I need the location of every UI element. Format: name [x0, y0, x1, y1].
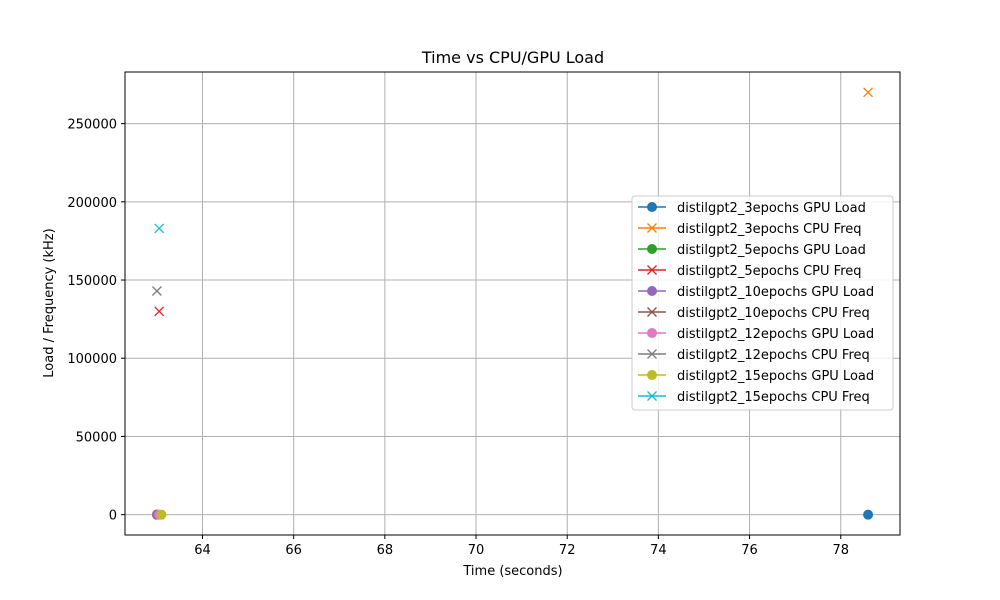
legend-label: distilgpt2_3epochs GPU Load	[677, 201, 866, 216]
legend-marker	[647, 244, 657, 254]
series-8	[156, 509, 167, 520]
series-3	[154, 306, 165, 317]
legend-entry: distilgpt2_3epochs GPU Load	[638, 201, 866, 216]
legend-entry: distilgpt2_10epochs GPU Load	[638, 285, 874, 300]
legend-entry: distilgpt2_5epochs GPU Load	[638, 243, 866, 258]
legend-entry: distilgpt2_10epochs CPU Freq	[638, 306, 870, 321]
y-tick-label: 200000	[67, 196, 117, 211]
x-tick-label: 68	[377, 543, 394, 558]
legend-marker	[647, 391, 657, 401]
data-point	[154, 223, 165, 234]
y-tick-label: 100000	[67, 352, 117, 367]
x-tick-label: 74	[650, 543, 667, 558]
x-tick-label: 64	[194, 543, 211, 558]
legend-entry: distilgpt2_15epochs GPU Load	[638, 369, 874, 384]
y-tick-label: 50000	[76, 430, 117, 445]
legend-label: distilgpt2_12epochs GPU Load	[677, 327, 874, 342]
x-tick-label: 72	[559, 543, 576, 558]
y-tick-label: 0	[109, 509, 117, 524]
chart-title: Time vs CPU/GPU Load	[421, 48, 604, 67]
legend-label: distilgpt2_5epochs GPU Load	[677, 243, 866, 258]
legend: distilgpt2_3epochs GPU Load distilgpt2_3e…	[631, 195, 894, 411]
series-1	[863, 87, 874, 98]
legend-entry: distilgpt2_3epochs CPU Freq	[638, 222, 862, 237]
series-9	[154, 223, 165, 234]
y-tick-label: 150000	[67, 274, 117, 289]
data-point	[154, 306, 165, 317]
legend-label: distilgpt2_15epochs CPU Freq	[677, 390, 870, 405]
legend-label: distilgpt2_12epochs CPU Freq	[677, 348, 870, 363]
x-tick-label: 66	[285, 543, 302, 558]
legend-marker	[647, 349, 657, 359]
legend-label: distilgpt2_10epochs CPU Freq	[677, 306, 870, 321]
data-point	[863, 509, 874, 520]
legend-label: distilgpt2_3epochs CPU Freq	[677, 222, 862, 237]
data-point	[156, 509, 167, 520]
x-tick-label: 70	[468, 543, 485, 558]
legend-box	[631, 195, 894, 411]
legend-entry: distilgpt2_15epochs CPU Freq	[638, 390, 870, 405]
legend-marker	[647, 370, 657, 380]
data-point	[863, 87, 874, 98]
legend-marker	[647, 328, 657, 338]
legend-entry: distilgpt2_12epochs CPU Freq	[638, 348, 870, 363]
legend-marker	[647, 307, 657, 317]
data-point	[151, 286, 162, 296]
x-tick-label: 78	[832, 543, 849, 558]
legend-label: distilgpt2_15epochs GPU Load	[677, 369, 874, 384]
series-7	[151, 286, 162, 296]
x-axis-label: Time (seconds)	[462, 564, 562, 579]
legend-label: distilgpt2_5epochs CPU Freq	[677, 264, 862, 279]
y-tick-label: 250000	[67, 118, 117, 133]
plot-frame	[124, 71, 901, 536]
y-axis-ticks: 0 50000 100000 150000 200000 250000	[67, 118, 125, 524]
legend-label: distilgpt2_10epochs GPU Load	[677, 285, 874, 300]
data-marks	[151, 87, 874, 520]
x-axis-ticks: 64 66 68 70 72 74 76 78	[194, 535, 849, 558]
legend-marker	[647, 223, 657, 233]
legend-marker	[647, 265, 657, 275]
legend-entry: distilgpt2_12epochs GPU Load	[638, 327, 874, 342]
x-tick-label: 76	[741, 543, 758, 558]
legend-marker	[647, 286, 657, 296]
legend-marker	[647, 202, 657, 212]
series-0	[863, 509, 874, 520]
legend-entry: distilgpt2_5epochs CPU Freq	[638, 264, 862, 279]
y-axis-label: Load / Frequency (kHz)	[42, 228, 57, 377]
